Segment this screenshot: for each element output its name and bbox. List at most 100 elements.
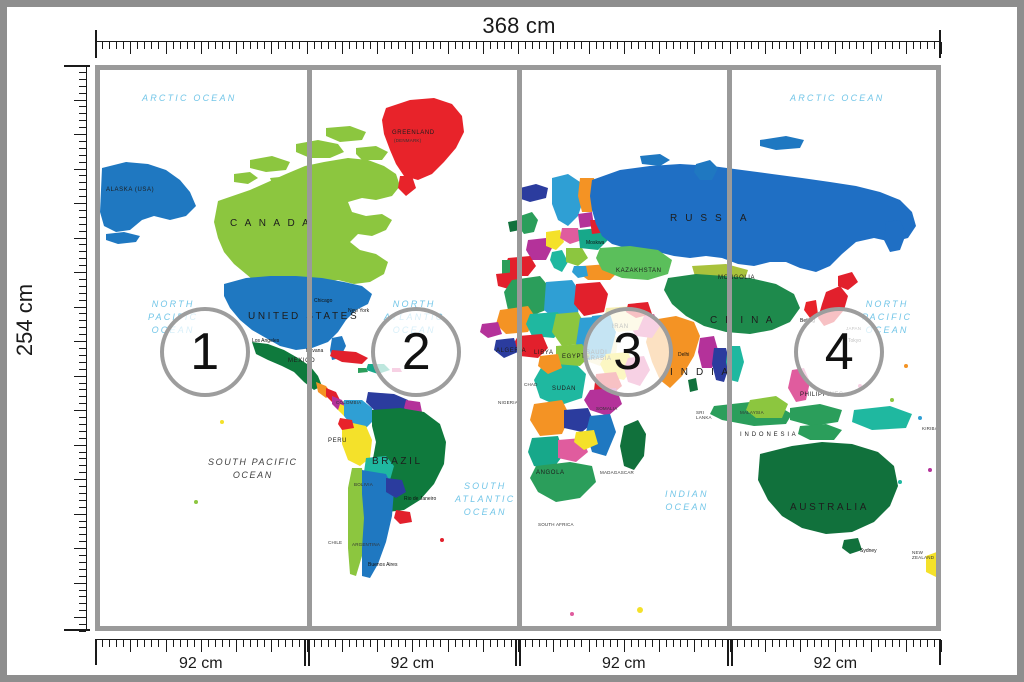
country-italy (550, 250, 568, 272)
ruler-tick-minor (595, 42, 597, 49)
ruler-bottom (95, 639, 942, 666)
ruler-tick-minor (79, 499, 86, 501)
ruler-tick-minor (250, 42, 252, 49)
panel-width-label-3: 92 cm (601, 655, 646, 672)
ruler-tick-minor (651, 42, 653, 49)
ruler-tick-minor (750, 640, 752, 647)
country-madagascar (620, 420, 646, 470)
ruler-tick-minor (172, 42, 174, 49)
ruler-tick-minor (79, 631, 86, 632)
ruler-tick-minor (933, 42, 935, 49)
ruler-tick-minor (687, 42, 689, 49)
ruler-tick-major (74, 444, 86, 446)
ruler-tick-major (74, 479, 86, 481)
island-jamaica (358, 368, 368, 373)
ruler-tick-minor (560, 42, 562, 49)
ruler-tick-minor (320, 42, 322, 49)
ruler-tick-minor (715, 42, 717, 49)
ruler-tick-minor (391, 640, 393, 647)
ruler-tick-minor (849, 42, 851, 49)
ruler-tick-minor (79, 368, 86, 370)
ruler-tick-major (764, 640, 766, 652)
ruler-tick-minor (79, 154, 86, 156)
ruler-tick-minor (912, 42, 914, 49)
ruler-tick-minor (79, 299, 86, 301)
panel-number-badge-1[interactable]: 1 (159, 307, 250, 397)
canada-island-7 (234, 172, 258, 184)
ruler-tick-minor (79, 624, 86, 626)
ruler-tick-minor (757, 640, 759, 647)
island-dot-7 (440, 538, 444, 542)
ruler-tick-major (306, 640, 308, 652)
ruler-tick-minor (778, 640, 780, 647)
ruler-tick-major (694, 42, 696, 54)
ruler-tick-minor (743, 42, 745, 49)
ruler-tick-major (870, 640, 872, 652)
ruler-tick-minor (461, 42, 463, 49)
country-label: Havana (306, 348, 324, 354)
ruler-tick-minor (496, 42, 498, 49)
ruler-tick-minor (79, 120, 86, 122)
panel-number-badge-2[interactable]: 2 (371, 307, 462, 397)
country-peru (342, 422, 372, 466)
ruler-tick-major (306, 42, 308, 54)
ruler-tick-minor (257, 42, 259, 49)
ruler-tick-major (200, 42, 202, 54)
ruler-tick-minor (856, 42, 858, 49)
ruler-tick-minor (546, 640, 548, 647)
ruler-tick-minor (186, 640, 188, 647)
ruler-tick-minor (433, 640, 435, 647)
ruler-tick-major (165, 640, 167, 652)
country-namibia (528, 436, 564, 470)
ruler-tick-minor (79, 258, 86, 260)
ruler-tick-minor (278, 42, 280, 49)
ruler-tick-minor (440, 42, 442, 49)
ruler-tick-minor (207, 42, 209, 49)
ruler-tick-minor (433, 42, 435, 49)
ruler-tick-major (412, 42, 414, 54)
ruler-tick-major (236, 640, 237, 652)
country-angola (530, 400, 570, 436)
ruler-tick-minor (285, 42, 287, 49)
ruler-tick-minor (79, 320, 86, 322)
ruler-tick-minor (771, 42, 773, 49)
canada-island-4 (356, 146, 388, 160)
ruler-tick-minor (179, 42, 181, 49)
ruler-tick-minor (193, 42, 195, 49)
ruler-tick-minor (79, 527, 86, 529)
ruler-tick-minor (79, 334, 86, 336)
ruler-tick-minor (503, 640, 505, 647)
ruler-tick-minor (369, 640, 371, 647)
ruler-tick-minor (79, 451, 86, 453)
panel-number-badge-3[interactable]: 3 (582, 307, 673, 397)
ruler-tick-minor (701, 640, 703, 647)
ruler-tick-minor (327, 640, 329, 647)
ruler-tick-minor (102, 640, 104, 647)
country-australia (758, 442, 898, 534)
ruler-tick-minor (79, 430, 86, 432)
ruler-bottom-baseline (95, 639, 941, 640)
ruler-tick-major (905, 42, 907, 54)
ruler-tick-minor (334, 42, 336, 49)
ruler-tick-minor (630, 640, 632, 647)
ruler-tick-minor (79, 389, 86, 391)
ruler-tick-minor (391, 42, 393, 49)
ruler-tick-minor (630, 42, 632, 49)
country-mali (496, 306, 536, 334)
ruler-tick-major (271, 640, 273, 652)
ruler-tick-minor (144, 42, 146, 49)
ruler-tick-minor (384, 640, 386, 647)
ruler-tick-minor (468, 42, 470, 49)
ruler-tick-minor (912, 640, 914, 647)
ruler-tick-minor (842, 42, 844, 49)
ruler-tick-minor (651, 640, 653, 647)
ruler-tick-minor (891, 640, 893, 647)
ruler-tick-minor (79, 568, 86, 570)
ruler-tick-major (74, 306, 86, 308)
alaska-aleutians (106, 232, 140, 244)
ruler-tick-minor (79, 327, 86, 329)
panel-number-badge-4[interactable]: 4 (794, 307, 885, 397)
ruler-tick-minor (546, 42, 548, 49)
country-uk (518, 212, 538, 234)
ruler-end-cap (939, 639, 941, 665)
